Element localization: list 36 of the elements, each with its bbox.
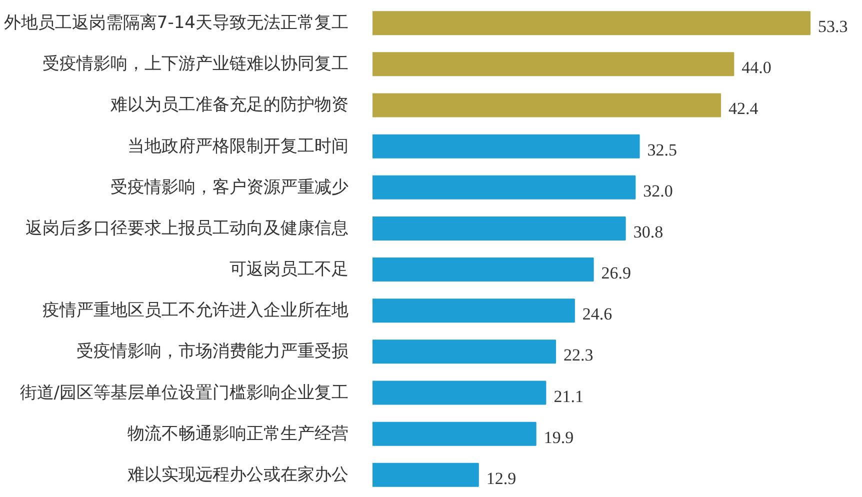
data-label: 44.0: [742, 58, 772, 78]
bar: [372, 298, 575, 323]
data-label: 12.9: [486, 468, 516, 488]
data-label: 24.6: [582, 304, 612, 324]
data-label: 53.3: [818, 17, 848, 36]
y-tick-label: 物流不畅通影响正常生产经营: [128, 424, 348, 444]
bar: [372, 422, 536, 446]
bar: [372, 11, 810, 36]
data-label: 30.8: [633, 222, 664, 242]
y-tick-label: 外地员工返岗需隔离7-14天导致无法正常复工: [4, 13, 349, 34]
data-label: 32.0: [643, 181, 673, 200]
bar: [372, 216, 626, 240]
data-label: 19.9: [544, 428, 574, 447]
y-tick-label: 街道/园区等基层单位设置门槛影响企业复工: [20, 382, 349, 403]
bar: [372, 134, 640, 158]
y-tick-label: 可返岗员工不足: [230, 260, 348, 280]
y-tick-label: 疫情严重地区员工不允许进入企业所在地: [42, 300, 348, 321]
y-tick-label: 难以为员工准备充足的防护物资: [110, 95, 348, 116]
y-tick-label: 受疫情影响，客户资源严重减少: [110, 177, 348, 198]
bar: [372, 175, 636, 200]
bar: [372, 258, 594, 282]
y-tick-label: 返岗后多口径要求上报员工动向及健康信息: [26, 218, 348, 238]
y-tick-label: 受疫情影响，上下游产业链难以协同复工: [42, 54, 348, 74]
y-tick-label: 难以实现远程办公或在家办公: [126, 464, 348, 485]
bar: [372, 380, 546, 405]
bar: [372, 340, 556, 364]
data-label: 32.5: [647, 140, 678, 160]
bar: [372, 52, 734, 76]
y-tick-label: 当地政府严格限制开复工时间: [128, 136, 348, 156]
data-label: 22.3: [564, 346, 594, 365]
data-label: 21.1: [554, 386, 584, 406]
y-tick-label: 受疫情影响，市场消费能力严重受损: [76, 342, 348, 362]
data-label: 42.4: [728, 99, 759, 118]
data-label: 26.9: [601, 264, 632, 283]
bar: [372, 93, 722, 118]
bar: [372, 462, 479, 487]
